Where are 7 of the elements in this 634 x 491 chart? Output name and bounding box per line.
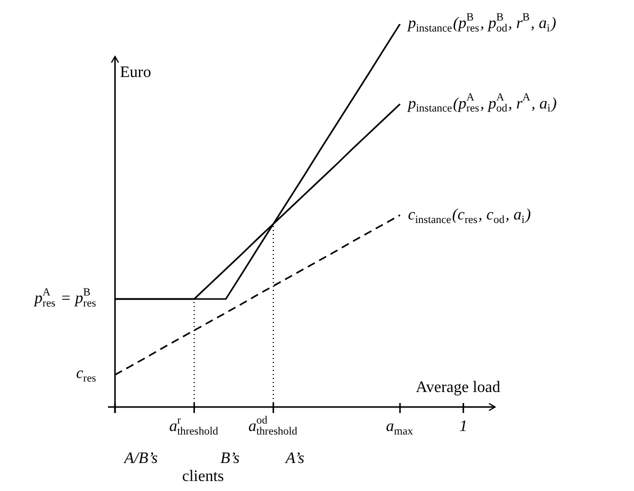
x-axis-title: Average load bbox=[416, 379, 500, 396]
text: A’s bbox=[284, 450, 304, 468]
text: clients bbox=[182, 468, 224, 486]
x-tick-label: 1 bbox=[459, 418, 468, 436]
y-axis-title: Euro bbox=[120, 64, 152, 81]
text: A/B’s bbox=[123, 450, 158, 468]
text: B’s bbox=[220, 450, 240, 468]
